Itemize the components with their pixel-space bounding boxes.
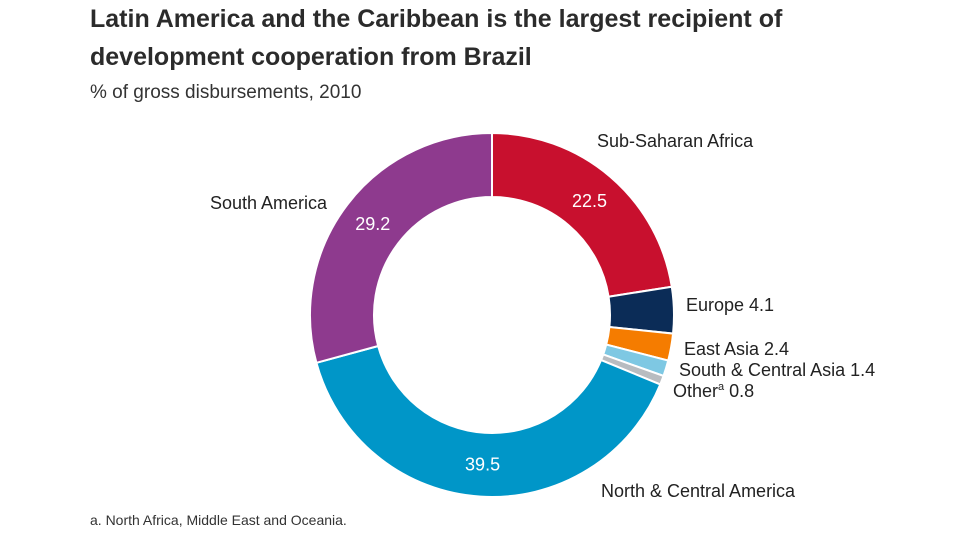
- category-label-sub-saharan-africa: Sub-Saharan Africa: [597, 131, 754, 151]
- value-label-sub-saharan-africa: 22.5: [572, 191, 607, 211]
- slice-sub-saharan-africa: [491, 131, 673, 298]
- chart-title: Latin America and the Caribbean is the l…: [90, 5, 783, 71]
- category-label-europe: Europe 4.1: [686, 295, 774, 315]
- value-label-north-central-america: 39.5: [465, 455, 500, 475]
- category-label-other: Othera 0.8: [673, 381, 754, 401]
- slice-north-central-america: [315, 344, 662, 498]
- chart-subtitle: % of gross disbursements, 2010: [90, 82, 362, 103]
- category-label-south-america: South America: [210, 193, 328, 213]
- category-label-north-central-america: North & Central America: [601, 481, 796, 501]
- value-label-south-america: 29.2: [355, 214, 390, 234]
- chart-footnote: a. North Africa, Middle East and Oceania…: [90, 512, 347, 528]
- category-label-south-central-asia: South & Central Asia 1.4: [679, 360, 875, 380]
- category-label-east-asia: East Asia 2.4: [684, 339, 789, 359]
- slice-south-america: [309, 131, 493, 365]
